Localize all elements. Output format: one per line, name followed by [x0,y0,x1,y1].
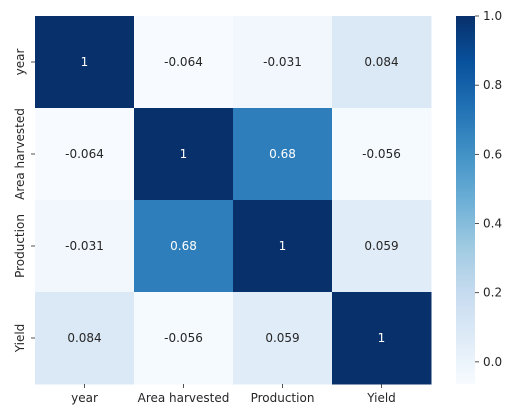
heatmap-cell-r2-c2 [233,200,333,293]
heatmap-cell-r2-c0 [35,200,135,293]
x-tick-label-1: Area harvested [138,391,230,405]
cell-annotation-r3-c1: -0.056 [164,331,203,345]
heatmap-cell-r2-c1 [134,200,234,293]
colorbar-tick-label-3: 0.4 [483,217,502,231]
heatmap-cell-r1-c1 [134,108,234,201]
cell-annotation-r1-c0: -0.064 [65,147,104,161]
cell-annotation-r0-c2: -0.031 [263,55,302,69]
cell-annotation-r2-c1: 0.68 [170,239,197,253]
colorbar: 1.0 0.8 0.6 0.4 0.2 0.0 [456,9,502,384]
heatmap-cell-r0-c0 [35,16,135,109]
heatmap-cell-r0-c1 [134,16,234,109]
heatmap-cell-r0-c3 [332,16,432,109]
cell-annotation-r2-c3: 0.059 [364,239,398,253]
heatmap-cell-r2-c3 [332,200,432,293]
x-tick-label-3: Yield [366,391,396,405]
y-axis-ticks: year Area harvested Production Yield [13,49,35,354]
cell-annotation-r0-c1: -0.064 [164,55,203,69]
heatmap-cell-r1-c2 [233,108,333,201]
cell-annotation-r3-c3: 1 [378,331,386,345]
cell-annotation-r1-c3: -0.056 [362,147,401,161]
cell-annotation-r1-c1: 1 [180,147,188,161]
x-axis-ticks: year Area harvested Production Yield [71,384,396,405]
cell-annotation-r1-c2: 0.68 [269,147,296,161]
y-tick-label-1: Area harvested [13,108,27,200]
cell-annotation-r2-c2: 1 [279,239,287,253]
y-tick-label-0: year [13,49,27,76]
y-tick-label-2: Production [13,214,27,278]
cell-annotation-r3-c2: 0.059 [265,331,299,345]
cell-annotation-r0-c3: 0.084 [364,55,398,69]
x-tick-label-0: year [71,391,98,405]
colorbar-ticks: 1.0 0.8 0.6 0.4 0.2 0.0 [475,9,502,369]
colorbar-gradient [456,16,475,384]
heatmap-cell-r3-c3 [332,292,432,385]
heatmap-cells [35,16,432,385]
colorbar-tick-label-2: 0.6 [483,147,502,161]
heatmap-cell-r1-c0 [35,108,135,201]
colorbar-tick-label-1: 0.8 [483,78,502,92]
heatmap-cell-r3-c1 [134,292,234,385]
colorbar-tick-label-4: 0.2 [483,286,502,300]
heatmap-annotations: 1 -0.064 -0.031 0.084 -0.064 1 0.68 -0.056 -0.03… [65,55,401,345]
heatmap-cell-r0-c2 [233,16,333,109]
cell-annotation-r0-c0: 1 [81,55,89,69]
x-tick-label-2: Production [251,391,315,405]
heatmap-cell-r1-c3 [332,108,432,201]
heatmap-cell-r3-c2 [233,292,333,385]
colorbar-tick-label-0: 1.0 [483,9,502,23]
y-tick-label-3: Yield [13,324,27,354]
heatmap-cell-r3-c0 [35,292,135,385]
cell-annotation-r2-c0: -0.031 [65,239,104,253]
cell-annotation-r3-c0: 0.084 [67,331,101,345]
colorbar-tick-label-5: 0.0 [483,355,502,369]
